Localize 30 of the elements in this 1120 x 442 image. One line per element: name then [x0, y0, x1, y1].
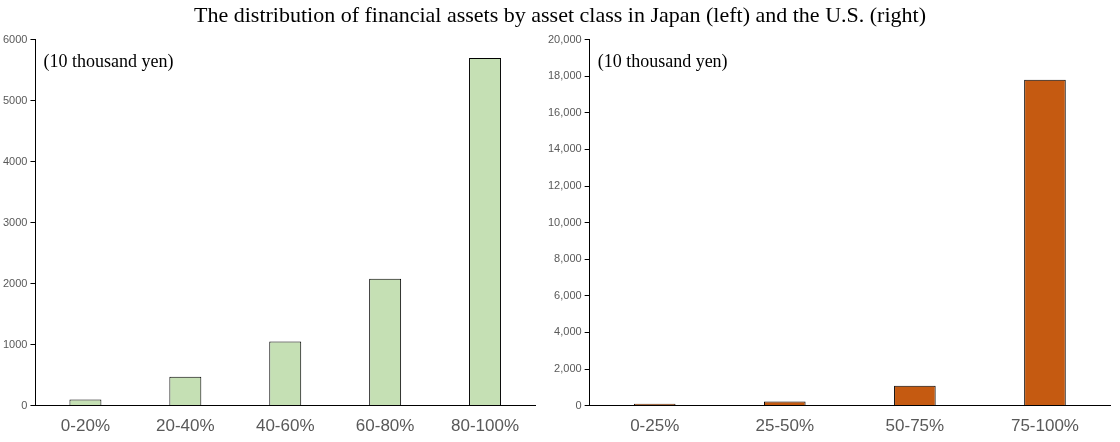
y-tick-label: 8,000	[554, 252, 582, 265]
x-tick-label: 25-50%	[755, 416, 815, 436]
x-tick-label: 60-80%	[355, 416, 415, 436]
y-tick-label: 16,000	[547, 105, 582, 118]
y-tick-label: 4,000	[554, 325, 582, 338]
y-tick-label: 18,000	[547, 69, 582, 82]
annotation: (10 thousand yen)	[43, 51, 174, 73]
y-tick-label: 5000	[2, 93, 28, 106]
y-tick-label: 2,000	[554, 362, 582, 375]
x-tick-label: 75-100%	[1010, 416, 1079, 436]
x-tick-label: 0-25%	[630, 416, 680, 436]
chart-title: The distribution of financial assets by asset class in Japan (left) and the U.S. (right)	[193, 1, 927, 29]
y-tick-label: 6000	[2, 32, 28, 45]
y-tick-label: 6,000	[554, 288, 582, 301]
y-tick-label: 20,000	[547, 32, 582, 45]
y-tick-label: 0	[21, 398, 28, 411]
x-tick-label: 80-100%	[451, 416, 520, 436]
y-tick-label: 1000	[2, 337, 28, 350]
y-tick-label: 4000	[2, 154, 28, 167]
x-tick-label: 0-20%	[60, 416, 110, 436]
y-tick-label: 3000	[2, 215, 28, 228]
x-tick-label: 50-75%	[885, 416, 945, 436]
x-tick-label: 20-40%	[156, 416, 215, 436]
y-tick-label: 14,000	[547, 142, 582, 155]
y-tick-label: 0	[575, 398, 582, 411]
y-tick-label: 2000	[2, 276, 28, 289]
y-tick-label: 10,000	[547, 215, 582, 228]
x-tick-label: 40-60%	[255, 416, 315, 436]
annotation: (10 thousand yen)	[597, 51, 728, 73]
y-tick-label: 12,000	[547, 179, 582, 192]
